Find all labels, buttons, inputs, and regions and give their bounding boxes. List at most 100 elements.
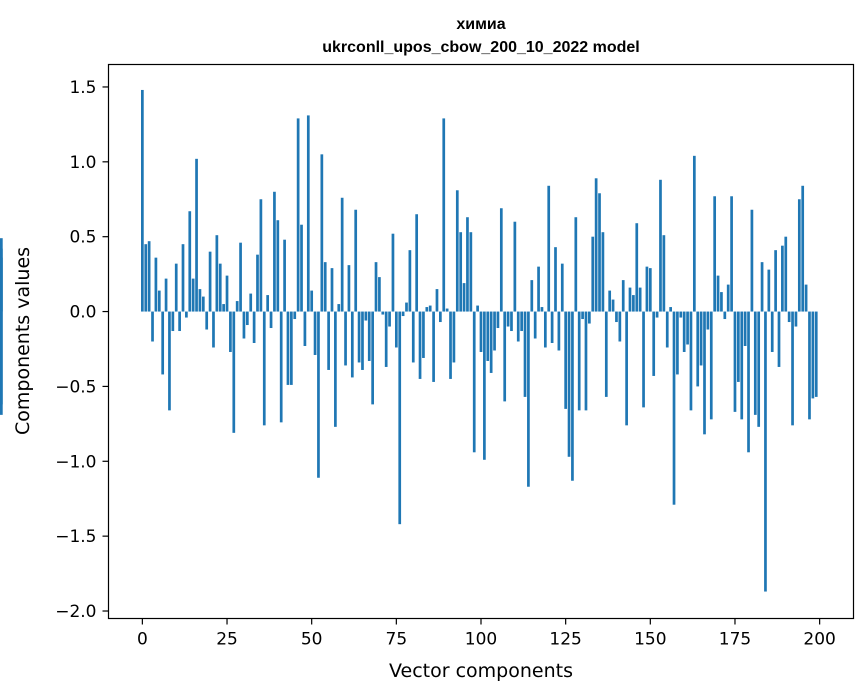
bar-63 <box>354 209 358 312</box>
bar-20 <box>208 251 212 312</box>
x-tick-label: 0 <box>137 630 148 650</box>
bar-139 <box>611 299 615 312</box>
x-tick-label: 175 <box>719 630 751 650</box>
bar-3 <box>151 311 154 342</box>
bar-85 <box>428 305 432 312</box>
bar-187 <box>774 250 777 312</box>
bar-86 <box>432 311 435 382</box>
bar-173 <box>726 284 730 312</box>
bar-69 <box>374 262 378 312</box>
bar-141 <box>618 311 622 342</box>
bar-43 <box>286 311 290 385</box>
bar-62 <box>350 311 354 378</box>
bar-7 <box>164 278 168 312</box>
bar-188 <box>777 311 781 367</box>
bar-137 <box>604 311 608 397</box>
bar-0 <box>141 89 144 312</box>
bar-8 <box>168 311 171 411</box>
bar-52 <box>317 311 320 478</box>
bar-99 <box>476 305 479 312</box>
bar-171 <box>720 292 723 312</box>
bar-65 <box>361 311 364 370</box>
bar-18 <box>201 296 205 312</box>
bar-47 <box>300 224 303 312</box>
bar-53 <box>320 154 324 312</box>
bar-35 <box>259 199 263 312</box>
bar-118 <box>540 307 544 312</box>
bar-135 <box>598 193 601 312</box>
bar-74 <box>391 233 395 312</box>
y-tick-label: 1.0 <box>69 153 96 173</box>
bar-80 <box>411 311 415 363</box>
bar-154 <box>662 235 666 312</box>
bar-37 <box>266 295 270 312</box>
bar-51 <box>313 311 317 355</box>
bar-168 <box>709 311 713 420</box>
bar-126 <box>567 311 571 457</box>
bar-79 <box>408 250 412 312</box>
bar-10 <box>174 263 178 312</box>
bar-14 <box>188 211 192 312</box>
bar-101 <box>483 311 486 460</box>
bar-175 <box>733 311 737 412</box>
bar-83 <box>422 311 425 358</box>
bar-67 <box>367 311 371 361</box>
bar-25 <box>225 275 229 312</box>
bar-120 <box>547 185 551 312</box>
bar-32 <box>249 293 253 312</box>
bar-111 <box>516 311 520 342</box>
bar-9 <box>171 311 175 332</box>
bar-172 <box>723 311 727 320</box>
bar-100 <box>479 311 483 352</box>
bar-39 <box>273 191 276 312</box>
y-tick-label: −1.5 <box>55 527 96 547</box>
bar-152 <box>655 311 659 318</box>
bar-49 <box>306 115 310 312</box>
x-tick-label: 50 <box>301 630 323 650</box>
bar-146 <box>635 223 639 312</box>
bar-133 <box>591 236 595 312</box>
bar-87 <box>435 289 439 312</box>
bar-106 <box>499 208 503 312</box>
bar-102 <box>486 311 490 361</box>
y-tick-label: −2.0 <box>55 602 96 622</box>
bar-144 <box>628 287 632 312</box>
bar-158 <box>676 311 679 375</box>
x-tick-label: 25 <box>216 630 238 650</box>
bar-89 <box>442 118 446 312</box>
bar-170 <box>716 275 720 312</box>
bar-24 <box>222 304 225 312</box>
bar-151 <box>652 311 656 376</box>
chart-title: химиа <box>456 16 505 33</box>
y-tick-label: 0.5 <box>69 228 96 248</box>
bar-190 <box>784 236 788 312</box>
bar-23 <box>218 263 222 312</box>
bar-21 <box>212 311 215 348</box>
bar-27 <box>232 311 236 433</box>
bar-16 <box>195 158 198 312</box>
x-tick-label: 100 <box>465 630 497 650</box>
bar-162 <box>689 311 693 411</box>
bar-166 <box>703 311 706 435</box>
bar-134 <box>594 178 598 312</box>
bar-73 <box>388 311 391 327</box>
y-axis-ticks: −2.0 −1.5 −1.0 −0.5 0.0 0.5 1.0 1.5 <box>55 78 109 622</box>
bar-122 <box>554 247 557 312</box>
bar-6 <box>161 311 165 375</box>
bar-42 <box>283 239 286 312</box>
bar-77 <box>401 311 405 317</box>
y-tick-label: 0.0 <box>69 303 96 323</box>
bar-195 <box>801 185 805 312</box>
bar-153 <box>659 179 662 312</box>
bar-117 <box>537 266 540 312</box>
bar-78 <box>405 302 408 312</box>
x-tick-label: 150 <box>634 630 666 650</box>
bar-192 <box>791 311 794 426</box>
bar-119 <box>543 311 547 348</box>
bar-124 <box>560 263 564 312</box>
bar-34 <box>256 254 259 312</box>
bar-197 <box>808 311 811 420</box>
bar-57 <box>334 311 337 427</box>
bar-107 <box>503 311 507 402</box>
bars-group <box>0 89 818 592</box>
